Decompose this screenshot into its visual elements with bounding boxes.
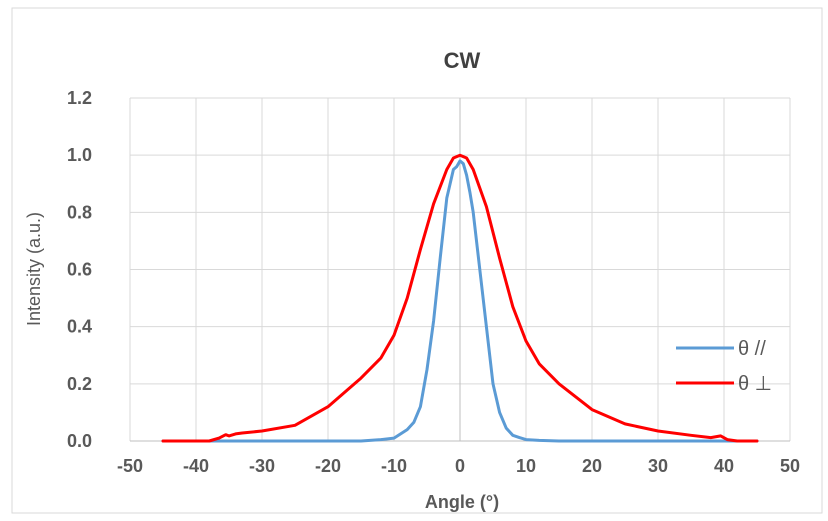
y-tick-label: 0.6: [67, 260, 92, 280]
x-tick-label: -30: [249, 456, 275, 476]
x-tick-label: -50: [117, 456, 143, 476]
y-tick-label: 0.0: [67, 431, 92, 451]
series-line-parallel: [161, 159, 759, 443]
series-lines: [161, 153, 759, 443]
x-tick-label: -20: [315, 456, 341, 476]
y-tick-label: 0.4: [67, 317, 92, 337]
x-tick-label: 30: [648, 456, 668, 476]
x-tick-label: 40: [714, 456, 734, 476]
x-tick-label: 50: [780, 456, 800, 476]
y-tick-label: 0.2: [67, 374, 92, 394]
legend-entry: θ ⊥: [738, 373, 772, 395]
series-line-perpendicular: [161, 153, 759, 443]
y-tick-label: 0.8: [67, 202, 92, 222]
y-tick-label: 1.2: [67, 88, 92, 108]
x-tick-label: -10: [381, 456, 407, 476]
tick-labels: -50 -40 -30 -20 -10 0 10 20 30 40 50 0.0 0.2 0.4 0.6 0.…: [67, 88, 800, 476]
y-axis-label: Intensity (a.u.): [24, 212, 44, 326]
y-tick-label: 1.0: [67, 145, 92, 165]
legend: θ // θ ⊥: [676, 338, 772, 395]
legend-entry: θ //: [738, 338, 766, 360]
chart-title: CW: [444, 48, 481, 73]
x-tick-label: 20: [582, 456, 602, 476]
x-axis-label: Angle (°): [425, 492, 499, 512]
gridlines: [129, 97, 791, 441]
x-tick-label: 0: [455, 456, 465, 476]
x-tick-label: -40: [183, 456, 209, 476]
x-tick-label: 10: [516, 456, 536, 476]
